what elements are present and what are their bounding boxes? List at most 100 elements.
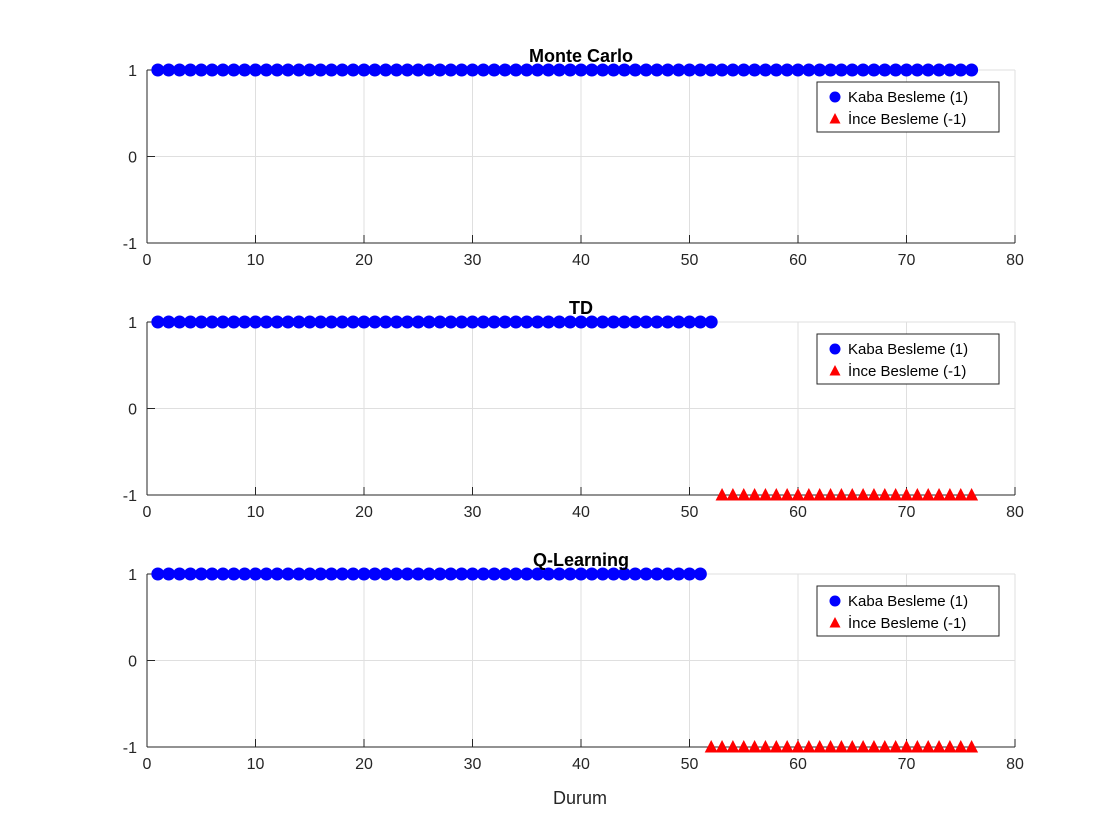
y-tick-label: -1 <box>123 488 137 505</box>
data-point <box>607 315 621 329</box>
data-point <box>270 315 284 329</box>
legend-box <box>816 333 1000 385</box>
data-point <box>520 63 534 77</box>
series-kaba-besleme <box>151 567 707 581</box>
data-point <box>628 315 642 329</box>
data-point <box>476 315 490 329</box>
data-point <box>346 567 360 581</box>
data-point <box>249 63 262 77</box>
data-point <box>921 740 935 753</box>
data-point <box>617 63 631 77</box>
y-tick-label: -1 <box>123 740 137 757</box>
data-point <box>552 63 566 77</box>
x-tick-label: 30 <box>464 252 482 269</box>
legend-box <box>816 585 1000 637</box>
data-point <box>422 315 436 329</box>
data-point <box>281 567 295 581</box>
data-point <box>943 740 957 753</box>
data-point <box>791 488 805 501</box>
data-point <box>965 63 979 77</box>
data-point <box>509 63 523 77</box>
data-point <box>693 567 707 581</box>
data-point <box>813 740 827 753</box>
data-point <box>769 740 783 753</box>
data-point <box>943 488 957 501</box>
subplot-1: 0 10 20 30 40 50 60 70 80 -1 0 1 Monte Carlo Kaba Bes… <box>123 46 1024 269</box>
y-tick-label: 1 <box>128 567 137 584</box>
data-point <box>769 488 783 501</box>
data-point <box>183 63 197 77</box>
data-point <box>563 63 577 77</box>
data-point <box>628 63 642 77</box>
x-tick-label: 40 <box>572 504 590 521</box>
data-point <box>824 740 838 753</box>
x-tick-label: 20 <box>355 252 373 269</box>
data-point <box>455 567 469 581</box>
data-point <box>834 63 848 77</box>
data-point <box>628 567 642 581</box>
x-tick-label: 20 <box>355 756 373 773</box>
data-point <box>867 740 881 753</box>
data-point <box>661 315 675 329</box>
legend-entry-label: Kaba Besleme (1) <box>848 341 968 358</box>
data-point <box>303 567 317 581</box>
data-point <box>487 315 501 329</box>
legend: Kaba Besleme (1) İnce Besleme (-1) <box>816 81 1000 133</box>
legend-marker-circle-icon <box>829 595 841 607</box>
data-point <box>151 63 165 77</box>
data-point <box>368 567 382 581</box>
data-point <box>824 488 838 501</box>
x-tick-label: 60 <box>789 504 807 521</box>
data-point <box>954 63 968 77</box>
x-tick-label: 50 <box>681 504 699 521</box>
data-point <box>693 63 707 77</box>
data-point <box>639 567 653 581</box>
data-point <box>726 63 740 77</box>
x-tick-label: 80 <box>1006 504 1024 521</box>
x-tick-label: 30 <box>464 756 482 773</box>
data-point <box>932 740 946 753</box>
x-tick-label: 70 <box>898 756 916 773</box>
data-point <box>368 315 382 329</box>
data-point <box>878 63 892 77</box>
data-point <box>292 567 306 581</box>
data-point <box>379 63 393 77</box>
legend-entry-label: Kaba Besleme (1) <box>848 593 968 610</box>
data-point <box>672 315 686 329</box>
data-point <box>715 740 729 753</box>
data-point <box>791 63 805 77</box>
x-tick-label: 20 <box>355 504 373 521</box>
x-axis-label: Durum <box>553 788 607 808</box>
data-point <box>400 315 414 329</box>
data-point <box>769 63 783 77</box>
data-point <box>878 740 892 753</box>
data-point <box>541 63 555 77</box>
data-point <box>878 488 892 501</box>
data-point <box>596 567 610 581</box>
data-point <box>411 315 425 329</box>
data-point <box>216 567 230 581</box>
data-point <box>856 488 870 501</box>
y-tick-label: 0 <box>128 150 137 167</box>
data-point <box>672 567 686 581</box>
data-point <box>552 567 566 581</box>
data-point <box>444 63 458 77</box>
data-point <box>845 740 859 753</box>
data-point <box>758 488 772 501</box>
x-tick-label: 70 <box>898 504 916 521</box>
data-point <box>227 315 241 329</box>
data-point <box>194 63 208 77</box>
series-kaba-besleme <box>151 315 718 329</box>
data-point <box>205 63 219 77</box>
data-point <box>183 315 197 329</box>
data-point <box>954 488 968 501</box>
data-point <box>346 315 360 329</box>
data-point <box>476 567 490 581</box>
data-point <box>151 567 165 581</box>
data-point <box>162 63 176 77</box>
data-point <box>780 488 794 501</box>
data-point <box>563 567 577 581</box>
data-point <box>813 63 827 77</box>
data-point <box>617 567 631 581</box>
legend: Kaba Besleme (1) İnce Besleme (-1) <box>816 333 1000 385</box>
